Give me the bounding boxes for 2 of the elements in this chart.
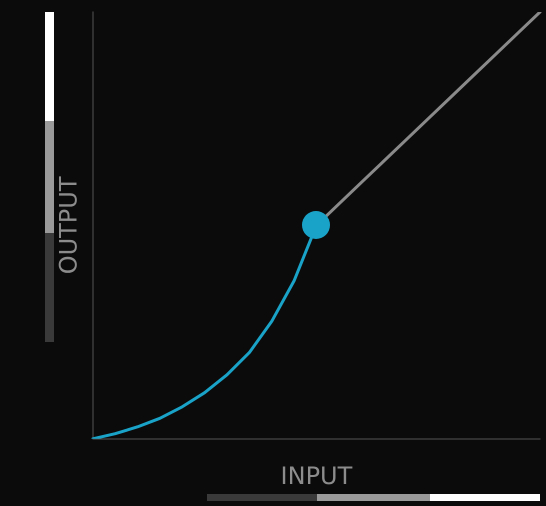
x-axis-title: INPUT <box>280 462 353 490</box>
y-axis-title: OUTPUT <box>54 176 83 274</box>
